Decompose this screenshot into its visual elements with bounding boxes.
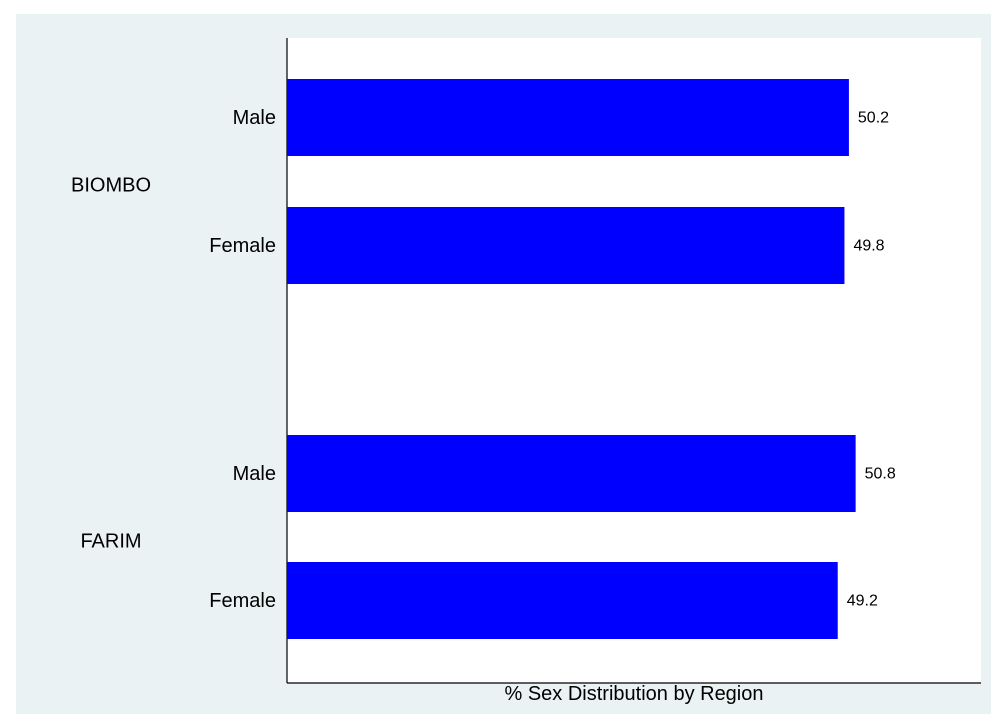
bar-biombo-female <box>287 207 845 284</box>
category-label-biombo-male: Male <box>233 107 276 129</box>
bar-farim-male <box>287 435 856 512</box>
data-label-farim-female: 49.2 <box>847 593 878 610</box>
data-label-biombo-male: 50.2 <box>858 110 889 127</box>
category-label-farim-female: Female <box>209 590 276 612</box>
data-label-biombo-female: 49.8 <box>853 238 884 255</box>
data-label-farim-male: 50.8 <box>865 466 896 483</box>
category-label-farim-male: Male <box>233 463 276 485</box>
bar-farim-female <box>287 562 838 639</box>
category-label-biombo-female: Female <box>209 235 276 257</box>
group-label-biombo: BIOMBO <box>71 174 151 196</box>
x-axis-label: % Sex Distribution by Region <box>504 683 764 705</box>
group-label-farim: FARIM <box>80 530 141 552</box>
bar-biombo-male <box>287 79 849 156</box>
